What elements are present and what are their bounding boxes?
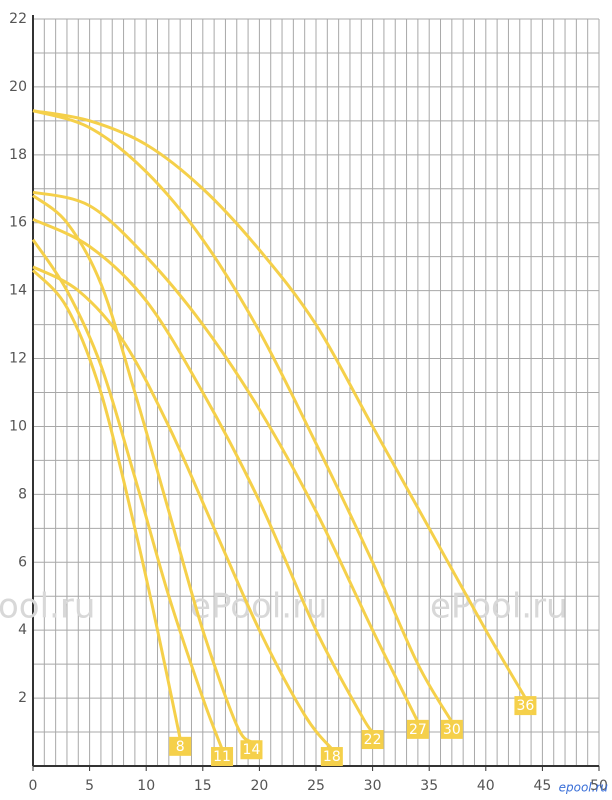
y-tick-label: 2: [18, 690, 27, 706]
watermark: ePool.ru: [430, 587, 568, 627]
curve-label-box: [406, 719, 429, 739]
x-tick-label: 10: [137, 778, 155, 794]
x-tick-label: 30: [364, 778, 382, 794]
y-tick-label: 8: [18, 486, 27, 502]
y-tick-label: 22: [9, 11, 27, 27]
x-tick-label: 45: [533, 778, 551, 794]
pump-curve: [32, 190, 420, 723]
x-tick-label: 35: [420, 778, 438, 794]
y-tick-label: 6: [18, 554, 27, 570]
y-tick-label: 18: [9, 147, 27, 163]
x-tick-label: 5: [85, 778, 94, 794]
curve-label-box: [320, 747, 343, 767]
pump-curve: [32, 109, 454, 723]
watermark: ool.ru: [0, 587, 95, 627]
curve-label: 14: [243, 742, 261, 758]
curve-label: 8: [176, 739, 185, 755]
y-tick-label: 4: [18, 622, 27, 638]
pump-curve: [32, 265, 334, 750]
pump-curve: [32, 217, 374, 733]
y-tick-label: 12: [9, 351, 27, 367]
x-tick-label: 15: [194, 778, 212, 794]
curve-label-box: [514, 696, 537, 716]
x-tick-label: 20: [250, 778, 268, 794]
y-tick-label: 20: [9, 79, 27, 95]
curve-label-box: [169, 736, 192, 756]
y-tick-label: 10: [9, 418, 27, 434]
y-tick-label: 16: [9, 215, 27, 231]
pump-curve: [31, 238, 224, 750]
x-tick-label: 50: [590, 778, 608, 794]
curve-label: 36: [517, 698, 535, 714]
curve-label-box: [240, 740, 263, 760]
x-tick-label: 25: [307, 778, 325, 794]
x-tick-label: 0: [29, 778, 38, 794]
x-tick-label: 40: [477, 778, 495, 794]
pump-curve: [31, 269, 182, 740]
curve-label-box: [211, 747, 234, 767]
curve-label: 22: [364, 732, 382, 748]
y-tick-label: 14: [9, 283, 27, 299]
curve-label: 27: [409, 722, 427, 738]
watermark: epool.ru: [559, 781, 609, 795]
curve-label-box: [440, 719, 463, 739]
watermark: ePool.ru: [190, 587, 328, 627]
curve-label-box: [361, 730, 384, 750]
pump-curve: [32, 109, 527, 699]
pump-curve: [32, 194, 253, 744]
curve-label: 18: [323, 749, 341, 765]
curve-label: 30: [443, 722, 461, 738]
curve-label: 11: [213, 749, 231, 765]
